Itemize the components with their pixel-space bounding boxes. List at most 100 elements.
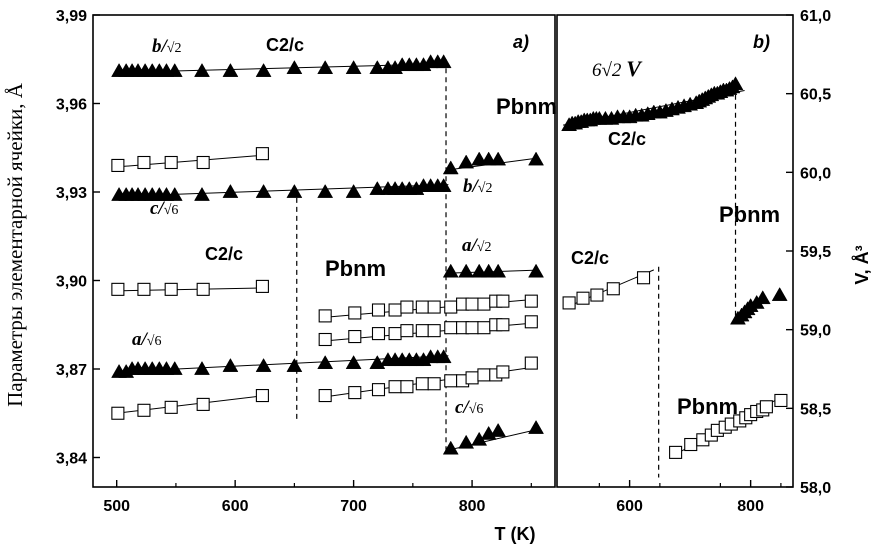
- data-point-a-8-2: [164, 400, 178, 414]
- label-b-sqrt2-top: b/√2: [152, 36, 181, 57]
- y-tick-label-a-2: 3,90: [56, 274, 87, 291]
- data-point-a-0-12: [286, 60, 303, 74]
- data-point-b-2-1: [576, 291, 590, 305]
- data-point-a-5-4: [490, 422, 507, 437]
- panel-a: 500 600 700 800 3,84 3,87 3,90 3,93 3,96 3,99 a) b/…: [56, 8, 557, 515]
- label-pbnm-right-b: Pbnm: [719, 202, 780, 227]
- data-point-a-9-2: [371, 303, 386, 317]
- data-point-a-11-4: [400, 380, 414, 394]
- data-point-a-6-4: [255, 147, 269, 161]
- data-point-a-2-13: [317, 355, 334, 369]
- y-tick-label-a-3: 3,93: [56, 185, 87, 202]
- x-tick-label-a-2: 700: [340, 498, 367, 515]
- y-tick-label-a-0: 3,84: [56, 451, 87, 468]
- panel-b: 600 800 58,0 58,5 59,0 59,5 60,0 60,5 61,0 b) 6√2 …: [556, 8, 831, 515]
- data-point-b-1-6: [754, 290, 771, 305]
- data-point-a-9-13: [524, 294, 538, 308]
- data-point-a-10-10: [477, 321, 491, 335]
- data-point-a-1-9: [194, 186, 210, 201]
- data-point-a-6-1: [137, 155, 151, 170]
- data-point-a-9-4: [400, 300, 414, 314]
- data-point-a-3-1: [458, 154, 475, 169]
- label-volume: 6√2 V: [592, 56, 643, 81]
- data-point-b-1-7: [771, 287, 788, 301]
- data-point-a-6-0: [111, 158, 125, 172]
- data-point-a-8-3: [196, 397, 210, 411]
- data-point-a-0-13: [317, 60, 334, 74]
- data-point-a-9-5: [415, 300, 429, 314]
- data-point-b-3-0: [669, 445, 683, 459]
- panel-a-frame: [92, 14, 556, 488]
- data-point-a-10-2: [371, 327, 386, 341]
- data-point-a-8-4: [255, 388, 269, 403]
- label-c-sqrt6-left: c/√6: [150, 198, 178, 219]
- data-point-a-11-2: [371, 383, 386, 397]
- data-point-a-11-9: [465, 371, 479, 385]
- data-point-a-1-12: [286, 183, 303, 198]
- data-point-a-8-0: [111, 406, 125, 420]
- y-tick-label-b-4: 60,0: [800, 165, 831, 182]
- data-point-a-9-7: [444, 300, 458, 314]
- data-point-a-1-10: [222, 183, 239, 198]
- y-axis-label-left: Параметры элементарной ячейки, Å: [3, 82, 27, 407]
- data-point-a-11-6: [427, 377, 441, 391]
- x-tick-label-a-0: 500: [103, 498, 130, 515]
- data-point-a-10-7: [444, 321, 458, 335]
- data-point-a-10-4: [400, 324, 414, 338]
- data-point-a-7-2: [164, 282, 178, 296]
- data-point-a-11-12: [496, 365, 510, 379]
- data-point-b-0-39: [727, 76, 744, 91]
- data-point-a-10-12: [496, 318, 510, 332]
- y-tick-label-b-6: 61,0: [800, 8, 831, 25]
- data-point-a-0-15: [369, 60, 386, 74]
- data-point-a-5-0: [442, 440, 459, 455]
- data-point-a-10-0: [318, 332, 332, 347]
- y-axis-label-right: V, Å³: [852, 245, 872, 284]
- data-point-a-1-8: [166, 186, 183, 201]
- data-point-a-2-24: [435, 349, 452, 364]
- data-point-a-11-10: [477, 368, 491, 382]
- data-point-a-6-2: [164, 155, 178, 170]
- data-point-a-3-0: [442, 160, 459, 175]
- data-point-b-2-2: [590, 288, 604, 302]
- data-point-a-9-9: [465, 297, 479, 311]
- data-point-a-4-4: [490, 263, 507, 278]
- data-point-a-9-6: [427, 300, 441, 314]
- data-point-b-3-13: [774, 393, 788, 408]
- data-point-b-3-12: [759, 400, 773, 414]
- data-point-a-10-1: [348, 329, 362, 344]
- data-point-a-0-24: [435, 54, 452, 69]
- label-a-sqrt6-left: a/√6: [132, 329, 161, 350]
- data-point-a-3-4: [490, 151, 507, 166]
- data-point-a-10-9: [465, 321, 479, 335]
- data-point-b-2-4: [636, 271, 651, 285]
- data-point-a-0-8: [166, 63, 183, 77]
- data-point-a-9-0: [318, 309, 332, 323]
- data-point-a-5-1: [458, 434, 475, 449]
- y-tick-label-b-3: 59,5: [800, 244, 831, 261]
- label-c2c-mid-b: C2/c: [571, 248, 609, 268]
- x-tick-label-b-0: 600: [616, 498, 643, 515]
- x-tick-label-b-1: 800: [737, 498, 764, 515]
- data-point-a-10-6: [427, 324, 441, 338]
- data-point-a-2-9: [194, 360, 210, 375]
- x-axis-label: T (K): [495, 524, 536, 544]
- data-point-a-2-8: [166, 360, 183, 375]
- data-point-a-10-3: [388, 327, 402, 341]
- data-point-a-2-10: [222, 358, 239, 372]
- x-tick-label-a-1: 600: [222, 498, 249, 515]
- data-point-a-9-12: [496, 294, 510, 308]
- label-pbnm-right-a: Pbnm: [496, 94, 557, 119]
- data-point-a-10-5: [415, 324, 429, 338]
- data-point-a-6-3: [196, 155, 210, 170]
- data-point-a-1-14: [345, 183, 362, 198]
- label-c2c-top: C2/c: [266, 35, 304, 55]
- y-tick-label-a-4: 3,96: [56, 97, 87, 114]
- data-point-b-3-1: [684, 437, 698, 452]
- data-point-a-11-7: [444, 374, 458, 388]
- label-a-sqrt2-right: a/√2: [462, 235, 491, 256]
- label-pbnm-bottom-b: Pbnm: [677, 394, 738, 419]
- label-b-sqrt2-right: b/√2: [463, 176, 492, 197]
- data-point-a-5-5: [528, 419, 544, 434]
